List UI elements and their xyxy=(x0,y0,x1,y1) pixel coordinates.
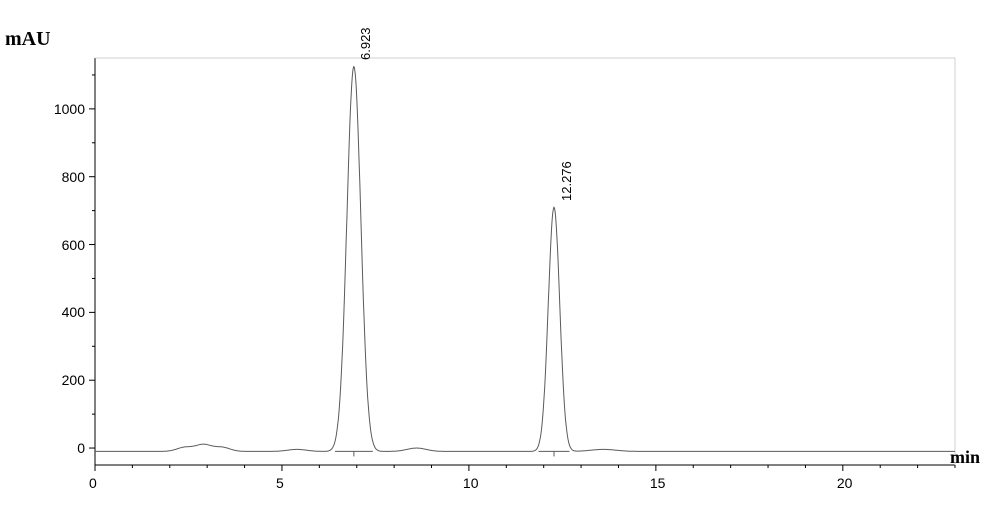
peak-label: 6.923 xyxy=(358,28,373,61)
x-tick-label: 5 xyxy=(276,475,284,491)
x-tick-label: 0 xyxy=(89,475,97,491)
plot-svg xyxy=(0,0,1000,527)
y-tick-label: 600 xyxy=(62,237,85,253)
y-tick-label: 1000 xyxy=(54,101,85,117)
x-axis-label: min xyxy=(950,447,980,468)
x-tick-label: 15 xyxy=(650,475,666,491)
x-tick-label: 10 xyxy=(463,475,479,491)
y-tick-label: 200 xyxy=(62,372,85,388)
chromatogram-figure: mAU min 0 200 400 600 800 1000 0 5 10 15 20 6.923 12… xyxy=(0,0,1000,527)
y-tick-label: 800 xyxy=(62,169,85,185)
x-tick-label: 20 xyxy=(837,475,853,491)
y-axis-label: mAU xyxy=(5,28,51,51)
peak-label: 12.276 xyxy=(559,161,574,201)
y-tick-label: 400 xyxy=(62,304,85,320)
y-tick-label: 0 xyxy=(77,440,85,456)
